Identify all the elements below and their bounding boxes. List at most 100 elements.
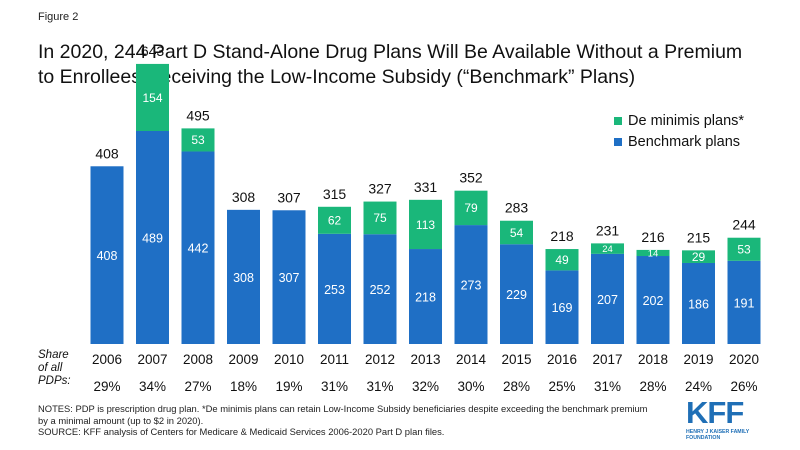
bar-de-minimis-2017 bbox=[591, 243, 624, 254]
x-tick-label-2015: 2015 bbox=[501, 352, 531, 367]
kff-logo: KFF HENRY J KAISER FAMILY FOUNDATION bbox=[686, 397, 766, 444]
total-label-2011: 315 bbox=[323, 186, 347, 202]
bar-label-benchmark-2013: 218 bbox=[415, 291, 436, 305]
total-label-2017: 231 bbox=[596, 222, 620, 238]
chart-title: In 2020, 244 Part D Stand-Alone Drug Pla… bbox=[38, 40, 778, 90]
total-label-2006: 408 bbox=[95, 145, 119, 161]
total-label-2015: 283 bbox=[505, 200, 529, 216]
bar-label-benchmark-2015: 229 bbox=[506, 288, 527, 302]
bar-label-benchmark-2009: 308 bbox=[233, 271, 254, 285]
share-label-line-2: of all bbox=[38, 362, 63, 374]
bar-benchmark-2006 bbox=[90, 166, 124, 344]
bar-label-benchmark-2011: 253 bbox=[324, 283, 345, 297]
bar-label-de-minimis-2014: 79 bbox=[464, 201, 478, 215]
share-label-2016: 25% bbox=[548, 379, 575, 394]
share-label-2020: 26% bbox=[730, 379, 757, 394]
kff-logo-subtitle: HENRY J KAISER FAMILY FOUNDATION bbox=[686, 429, 750, 441]
share-label-2012: 31% bbox=[366, 379, 393, 394]
x-tick-label-2020: 2020 bbox=[729, 352, 759, 367]
bar-benchmark-2009 bbox=[227, 209, 260, 344]
bar-benchmark-2008 bbox=[181, 151, 215, 344]
bar-label-de-minimis-2007: 154 bbox=[142, 91, 162, 105]
total-label-2014: 352 bbox=[459, 170, 483, 186]
bar-benchmark-2015 bbox=[500, 244, 533, 344]
total-label-2008: 495 bbox=[186, 107, 210, 123]
share-of-all-pdps-label: Share of all PDPs: bbox=[38, 349, 71, 388]
share-label-2013: 32% bbox=[412, 379, 439, 394]
x-tick-label-2018: 2018 bbox=[638, 352, 668, 367]
bar-de-minimis-2020 bbox=[727, 237, 761, 261]
legend: De minimis plans* Benchmark plans bbox=[614, 111, 744, 153]
bar-benchmark-2012 bbox=[363, 234, 397, 344]
bar-benchmark-2020 bbox=[727, 260, 761, 344]
x-tick-label-2016: 2016 bbox=[547, 352, 577, 367]
bar-benchmark-2011 bbox=[318, 233, 351, 344]
x-tick-label-2014: 2014 bbox=[456, 352, 487, 367]
legend-label-benchmark: Benchmark plans bbox=[628, 134, 741, 150]
share-label-2014: 30% bbox=[457, 379, 484, 394]
bar-benchmark-2010 bbox=[272, 210, 306, 344]
bar-label-de-minimis-2011: 62 bbox=[328, 214, 342, 228]
x-tick-label-2007: 2007 bbox=[137, 352, 167, 367]
bar-benchmark-2014 bbox=[454, 225, 488, 344]
bar-de-minimis-2007 bbox=[136, 63, 169, 132]
x-tick-label-2012: 2012 bbox=[365, 352, 395, 367]
figure-label: Figure 2 bbox=[38, 11, 79, 23]
x-tick-label-2017: 2017 bbox=[592, 352, 622, 367]
legend-item-de-minimis: De minimis plans* bbox=[614, 111, 744, 131]
bar-label-de-minimis-2012: 75 bbox=[373, 211, 387, 225]
bar-label-benchmark-2006: 408 bbox=[97, 249, 118, 263]
total-label-2012: 327 bbox=[368, 181, 392, 197]
x-tick-label-2011: 2011 bbox=[320, 352, 349, 367]
bar-de-minimis-2008 bbox=[181, 128, 215, 152]
bar-de-minimis-2018 bbox=[636, 249, 670, 257]
notes-line-2: by a minimal amount (up to $2 in 2020). bbox=[38, 414, 204, 426]
bar-de-minimis-2013 bbox=[409, 199, 442, 250]
legend-label-de-minimis: De minimis plans* bbox=[628, 113, 745, 129]
bar-label-de-minimis-2017: 24 bbox=[602, 244, 613, 255]
share-label-2010: 19% bbox=[275, 379, 302, 394]
total-label-2010: 307 bbox=[277, 189, 301, 205]
legend-swatch-benchmark bbox=[614, 138, 622, 146]
bar-label-benchmark-2010: 307 bbox=[279, 271, 300, 285]
share-label-2009: 18% bbox=[230, 379, 257, 394]
bar-benchmark-2016 bbox=[545, 270, 579, 344]
x-tick-label-2013: 2013 bbox=[410, 352, 440, 367]
bar-label-de-minimis-2013: 113 bbox=[416, 218, 435, 232]
notes: NOTES: PDP is prescription drug plan. *D… bbox=[38, 403, 678, 438]
share-label-2017: 31% bbox=[594, 379, 621, 394]
bar-benchmark-2019 bbox=[682, 262, 715, 344]
share-label-2006: 29% bbox=[93, 379, 120, 394]
bar-label-de-minimis-2019: 29 bbox=[692, 250, 706, 264]
bar-label-de-minimis-2008: 53 bbox=[191, 133, 205, 147]
share-label-2008: 27% bbox=[184, 379, 211, 394]
bar-de-minimis-2016 bbox=[545, 249, 579, 271]
legend-item-benchmark: Benchmark plans bbox=[614, 132, 744, 152]
total-label-2019: 215 bbox=[687, 229, 711, 245]
share-label-2007: 34% bbox=[139, 379, 166, 394]
x-tick-label-2009: 2009 bbox=[228, 352, 258, 367]
total-label-2016: 218 bbox=[550, 228, 574, 244]
notes-line-1: NOTES: PDP is prescription drug plan. *D… bbox=[38, 403, 648, 414]
bar-label-benchmark-2012: 252 bbox=[370, 283, 391, 297]
bar-benchmark-2018 bbox=[636, 256, 670, 344]
x-tick-label-2008: 2008 bbox=[183, 352, 213, 367]
bar-label-benchmark-2007: 489 bbox=[142, 232, 163, 246]
bar-de-minimis-2014 bbox=[454, 190, 488, 226]
bar-label-benchmark-2017: 207 bbox=[597, 293, 618, 307]
share-label-2011: 31% bbox=[321, 379, 348, 394]
bar-label-benchmark-2019: 186 bbox=[688, 297, 709, 311]
share-label-2015: 28% bbox=[503, 379, 530, 394]
bar-benchmark-2017 bbox=[591, 253, 624, 344]
bar-de-minimis-2015 bbox=[500, 220, 533, 245]
total-label-2009: 308 bbox=[232, 189, 256, 205]
share-label-line-3: PDPs: bbox=[38, 375, 71, 387]
legend-swatch-de-minimis bbox=[614, 117, 622, 125]
bar-de-minimis-2012 bbox=[363, 201, 397, 235]
share-label-2019: 24% bbox=[685, 379, 712, 394]
bar-label-benchmark-2020: 191 bbox=[734, 296, 755, 310]
bar-label-benchmark-2008: 442 bbox=[188, 242, 209, 256]
bar-label-de-minimis-2020: 53 bbox=[737, 243, 751, 257]
x-tick-label-2019: 2019 bbox=[683, 352, 713, 367]
chart-title-line-2: to Enrollees Receiving the Low-Income Su… bbox=[38, 66, 636, 88]
